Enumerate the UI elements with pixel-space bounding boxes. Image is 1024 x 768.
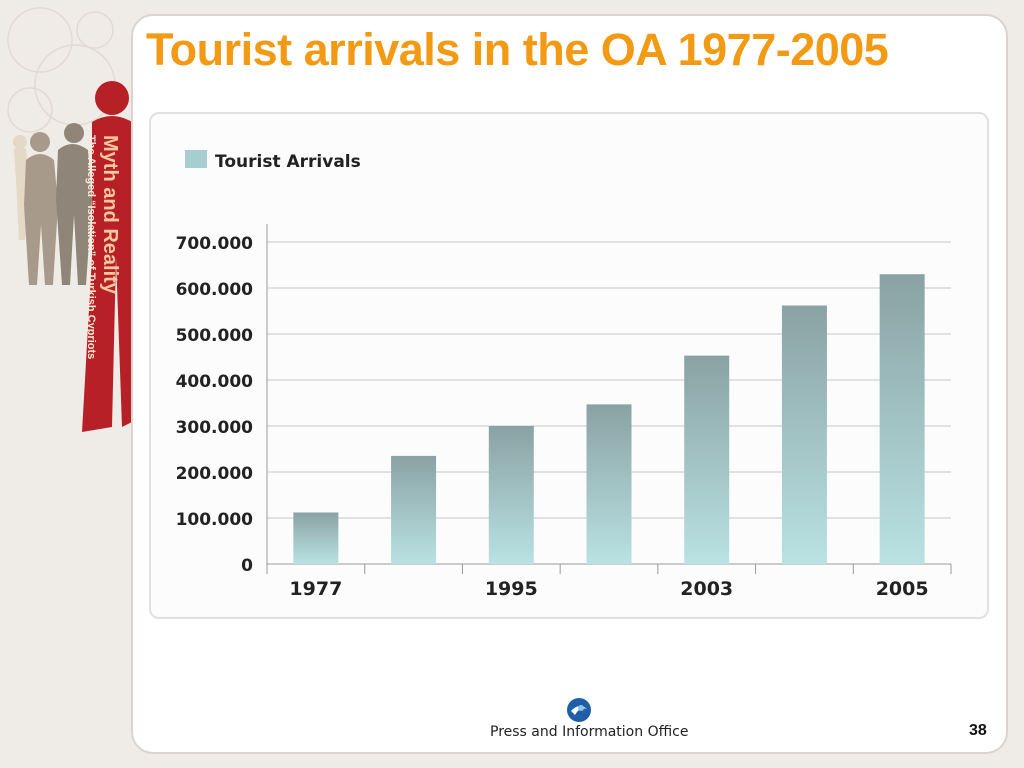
y-tick-label: 500.000: [176, 326, 254, 346]
bar: [391, 455, 437, 564]
y-tick-label: 700.000: [176, 234, 254, 254]
y-tick-label: 0: [241, 556, 253, 576]
y-tick-label: 300.000: [176, 418, 254, 438]
x-tick-label: 1995: [485, 578, 538, 600]
y-tick-label: 200.000: [176, 464, 254, 484]
people-silhouettes-icon: [13, 123, 92, 285]
legend-label: Tourist Arrivals: [215, 152, 361, 172]
bar: [781, 305, 827, 564]
pio-logo-icon: [567, 698, 591, 722]
x-tick-label: 1977: [289, 578, 342, 600]
bar: [293, 512, 339, 564]
bar: [488, 426, 534, 564]
x-tick-label: 2003: [680, 578, 733, 600]
footer-office: Press and Information Office: [490, 724, 689, 740]
brand-side-subtitle: The Alleged “Isolation” of Turkish Cypri…: [85, 135, 97, 359]
chart-card: Tourist Arrivals 0 100.000 200.000 300.000 4…: [149, 112, 989, 619]
bar: [879, 274, 925, 564]
bar: [684, 355, 730, 564]
y-tick-label: 400.000: [176, 372, 254, 392]
decorative-banner: Myth and Reality The Alleged “Isolation”…: [7, 7, 136, 432]
x-tick-label: 2005: [876, 578, 929, 600]
slide-title: Tourist arrivals in the OA 1977-2005: [146, 24, 889, 75]
page-number: 38: [969, 722, 987, 739]
red-figure-icon: [82, 81, 136, 432]
legend-swatch: [185, 150, 207, 168]
brand-side-title: Myth and Reality: [99, 135, 121, 295]
bar: [586, 404, 632, 564]
y-tick-label: 100.000: [176, 510, 254, 530]
y-tick-label: 600.000: [176, 280, 254, 300]
bar-chart: Tourist Arrivals 0 100.000 200.000 300.000 4…: [176, 150, 952, 600]
